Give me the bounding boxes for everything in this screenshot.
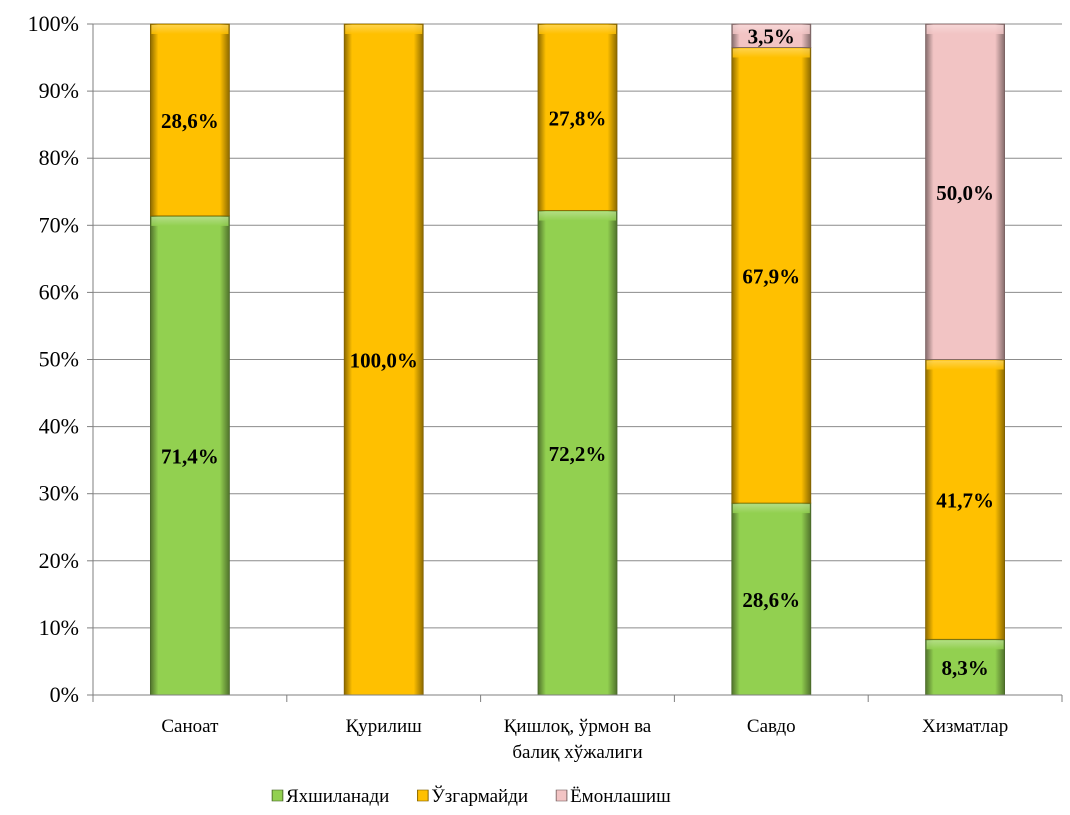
bar-segment	[537, 23, 618, 211]
data-label: 28,6%	[742, 588, 800, 612]
legend-swatch	[417, 789, 429, 802]
bar-segment	[731, 502, 812, 696]
y-tick-label: 80%	[39, 145, 79, 170]
bar-segment	[925, 359, 1005, 640]
bar-bevel	[926, 640, 1004, 650]
bar-bevel	[926, 25, 1004, 34]
y-tick-label: 70%	[39, 212, 79, 237]
data-label: 71,4%	[161, 444, 219, 468]
axes: 0% 10% 20% 30% 40% 50% 60% 70% 80% 90% 100% Саноат Қ…	[28, 11, 1063, 763]
data-label: 41,7%	[936, 488, 994, 512]
bar-segment	[731, 47, 812, 504]
legend-swatch	[555, 789, 568, 802]
data-label: 72,2%	[549, 442, 607, 466]
bar-bevel	[539, 211, 616, 221]
bar-bevel	[345, 25, 423, 34]
bar-segment	[925, 23, 1005, 360]
x-category-label: Хизматлар	[922, 716, 1008, 737]
y-tick-label: 20%	[39, 548, 79, 573]
x-category-label: Қишлоқ, ўрмон ва балиқ хўжалиги	[504, 716, 652, 763]
x-category-label: Саноат	[161, 716, 219, 737]
data-labels: 71,4% 28,6% 100,0% 72,2% 27,8% 28,6% 67,9% 3,5%…	[161, 25, 994, 680]
x-category-label: Савдо	[747, 716, 796, 737]
bar-bevel	[151, 25, 229, 34]
bar-segment	[343, 23, 424, 696]
y-tick-label: 50%	[39, 347, 79, 372]
legend-swatch	[271, 789, 284, 802]
bar-segment	[149, 23, 230, 217]
data-label: 8,3%	[941, 656, 988, 680]
y-tick-label: 30%	[39, 481, 79, 506]
bar-segment	[537, 210, 618, 696]
y-tick-label: 40%	[39, 414, 79, 439]
bars	[149, 23, 1005, 696]
legend-item-label: Ёмонлашиш	[570, 786, 671, 807]
y-tick-label: 10%	[39, 615, 79, 640]
data-label: 27,8%	[549, 106, 607, 130]
data-label: 67,9%	[742, 264, 800, 288]
bar-bevel	[732, 25, 810, 34]
bar-bevel	[539, 25, 616, 34]
y-tick-label: 60%	[39, 279, 79, 304]
data-label: 100,0%	[350, 349, 418, 373]
bar-bevel	[732, 504, 810, 514]
data-label: 3,5%	[748, 25, 795, 49]
y-tick-label: 100%	[28, 11, 79, 36]
y-tick-label: 90%	[39, 78, 79, 103]
bar-bevel	[732, 48, 810, 58]
legend-item-label: Яхшиланади	[286, 786, 389, 807]
bar-bevel	[926, 360, 1004, 370]
legend: Яхшиланади Ўзгармайди Ёмонлашиш	[271, 785, 671, 807]
data-label: 50,0%	[936, 181, 994, 205]
bar-bevel	[151, 216, 229, 226]
y-tick-label: 0%	[50, 682, 79, 707]
x-category-label: Қурилиш	[346, 716, 422, 737]
data-label: 28,6%	[161, 109, 219, 133]
legend-item-label: Ўзгармайди	[431, 785, 528, 807]
